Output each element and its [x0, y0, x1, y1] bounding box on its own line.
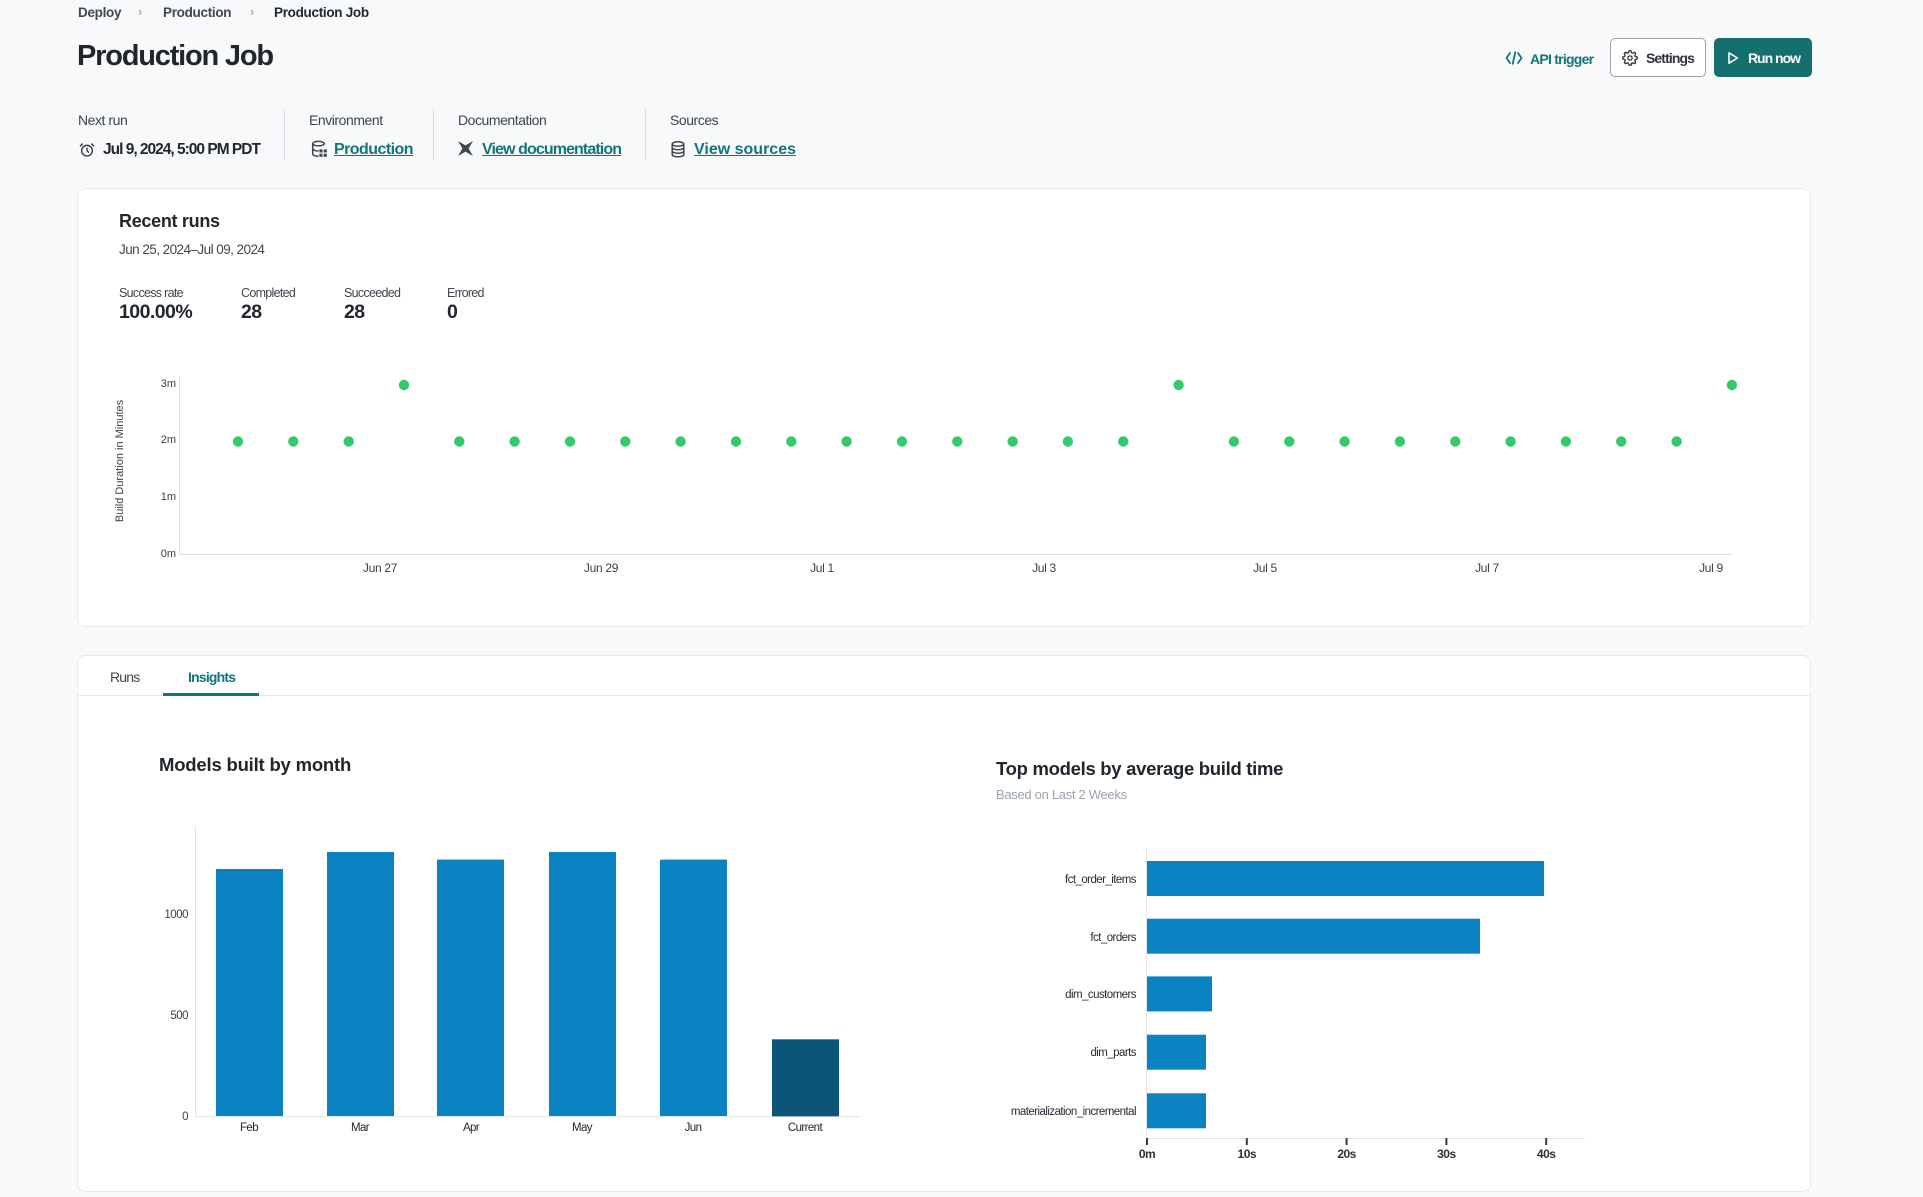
svg-text:0: 0 — [182, 1111, 188, 1123]
svg-text:Jun: Jun — [685, 1122, 702, 1134]
svg-text:0m: 0m — [161, 548, 176, 560]
svg-text:May: May — [572, 1122, 593, 1134]
svg-text:dim_parts: dim_parts — [1090, 1047, 1136, 1059]
svg-text:500: 500 — [170, 1010, 188, 1022]
svg-text:Feb: Feb — [240, 1122, 258, 1134]
svg-text:0m: 0m — [1139, 1147, 1155, 1161]
svg-text:Jul 1: Jul 1 — [810, 561, 834, 575]
svg-text:Current: Current — [788, 1122, 824, 1134]
svg-text:40s: 40s — [1537, 1147, 1556, 1161]
svg-text:Apr: Apr — [463, 1122, 480, 1134]
svg-text:20s: 20s — [1337, 1147, 1356, 1161]
svg-text:Jul 7: Jul 7 — [1475, 561, 1499, 575]
svg-text:dim_customers: dim_customers — [1065, 989, 1137, 1001]
svg-text:Jul 5: Jul 5 — [1253, 561, 1277, 575]
svg-text:Mar: Mar — [351, 1122, 370, 1134]
svg-text:Jul 9: Jul 9 — [1699, 561, 1723, 575]
svg-text:30s: 30s — [1437, 1147, 1456, 1161]
svg-text:Jun 29: Jun 29 — [584, 561, 619, 575]
svg-text:1m: 1m — [161, 491, 176, 503]
svg-text:Build Duration in Minutes: Build Duration in Minutes — [114, 399, 126, 522]
svg-text:3m: 3m — [161, 378, 176, 390]
svg-text:materialization_incremental: materialization_incremental — [1011, 1106, 1136, 1118]
svg-text:Jul 3: Jul 3 — [1032, 561, 1056, 575]
svg-text:1000: 1000 — [164, 909, 188, 921]
svg-text:2m: 2m — [161, 434, 176, 446]
svg-text:fct_orders: fct_orders — [1090, 932, 1136, 944]
svg-text:Jun 27: Jun 27 — [363, 561, 398, 575]
svg-text:fct_order_items: fct_order_items — [1065, 874, 1137, 886]
svg-text:10s: 10s — [1238, 1147, 1257, 1161]
